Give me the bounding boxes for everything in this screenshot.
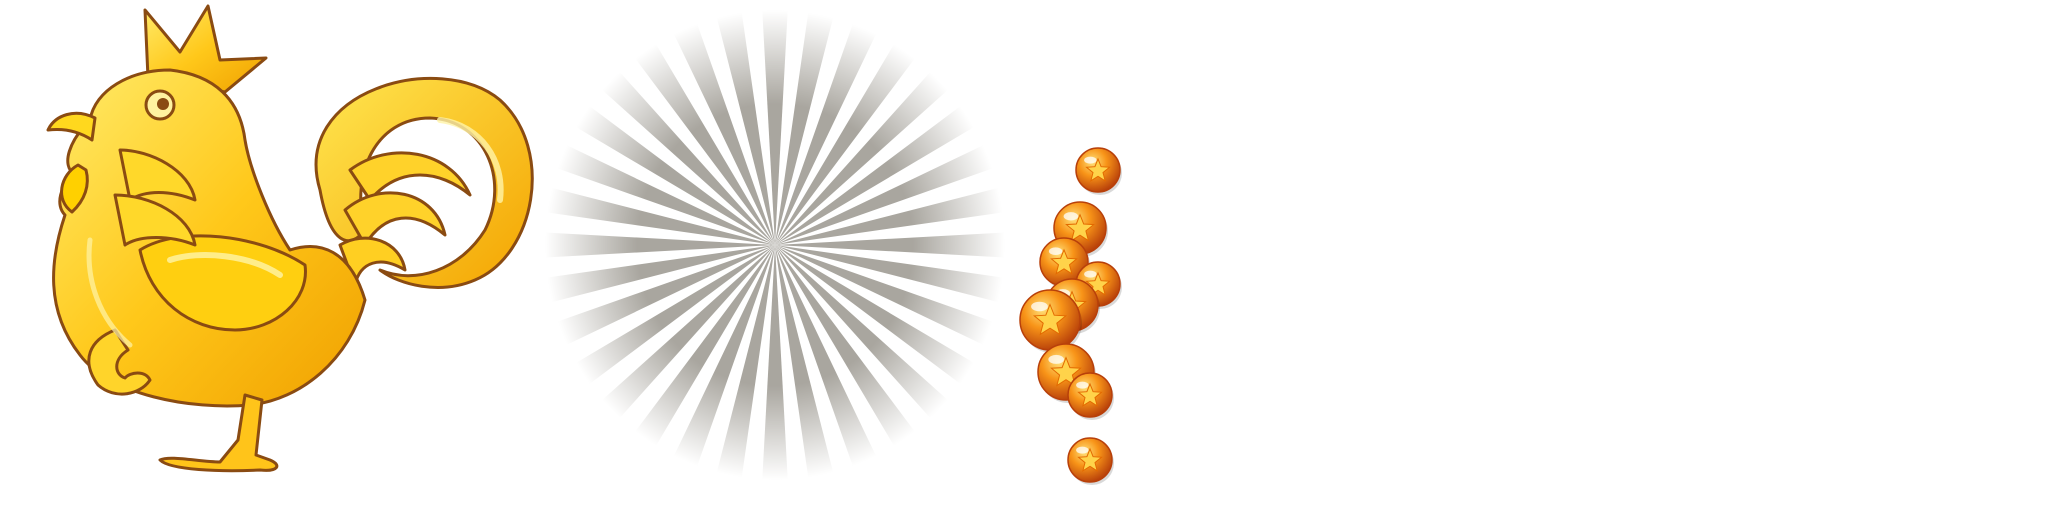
- sunburst-ray: [596, 245, 775, 424]
- sunburst-ray: [775, 141, 1002, 245]
- sunburst-ray: [775, 66, 954, 246]
- star-icon: [1032, 303, 1068, 336]
- sunburst-ray: [775, 232, 1005, 258]
- golden-rooster-icon: [46, 4, 534, 473]
- sunburst-ray: [548, 141, 775, 245]
- rooster-wattle: [60, 163, 89, 214]
- sunburst-ray: [762, 10, 788, 245]
- sunburst-ray: [545, 245, 775, 304]
- sunburst-ray: [715, 10, 775, 245]
- star-orb-cluster-icon: [1019, 147, 1122, 485]
- empty-canvas-area: [1150, 0, 2048, 512]
- sunburst-ray: [775, 245, 1002, 349]
- sunburst-ray: [775, 38, 919, 245]
- star-orb: [1067, 372, 1114, 420]
- rooster-leg: [158, 393, 279, 473]
- sunburst-ray: [715, 245, 775, 480]
- sunburst-ray: [775, 245, 835, 480]
- star-icon: [1085, 271, 1111, 296]
- star-icon: [1050, 356, 1082, 387]
- sunburst-ray: [545, 232, 775, 258]
- sunburst-ray: [762, 245, 788, 480]
- sunburst-ray: [775, 245, 982, 389]
- sunburst-ray: [631, 38, 775, 245]
- star-icon: [1065, 213, 1095, 242]
- star-icon: [1077, 447, 1103, 472]
- star-orb: [1075, 147, 1122, 195]
- sunburst-ray: [568, 101, 775, 245]
- sunburst-ray: [545, 186, 775, 245]
- sunburst-ray: [775, 10, 835, 245]
- sunburst-rays-icon: [545, 10, 1005, 480]
- sunburst-ray: [631, 245, 775, 452]
- sunburst-ray: [775, 245, 879, 472]
- star-orb: [1067, 437, 1114, 485]
- star-orb: [1019, 289, 1082, 353]
- sunburst-ray: [775, 101, 982, 245]
- star-icon: [1077, 382, 1103, 407]
- sunburst-ray: [596, 66, 775, 246]
- sunburst-ray: [568, 245, 775, 389]
- star-icon: [1050, 248, 1078, 275]
- sunburst-ray: [775, 245, 1005, 304]
- sunburst-rays: [545, 10, 1005, 480]
- sunburst-ray: [671, 18, 775, 245]
- sunburst-ray: [775, 18, 879, 245]
- rooster-beak: [46, 111, 97, 142]
- sunburst-ray: [548, 245, 775, 349]
- rooster-raised-foot: [87, 328, 152, 396]
- sunburst-ray: [775, 245, 954, 424]
- rooster-outline: [46, 4, 534, 473]
- sunburst-ray: [671, 245, 775, 472]
- sunburst-ray: [775, 186, 1005, 245]
- sunburst-ray: [775, 245, 919, 452]
- star-icon: [1085, 157, 1111, 182]
